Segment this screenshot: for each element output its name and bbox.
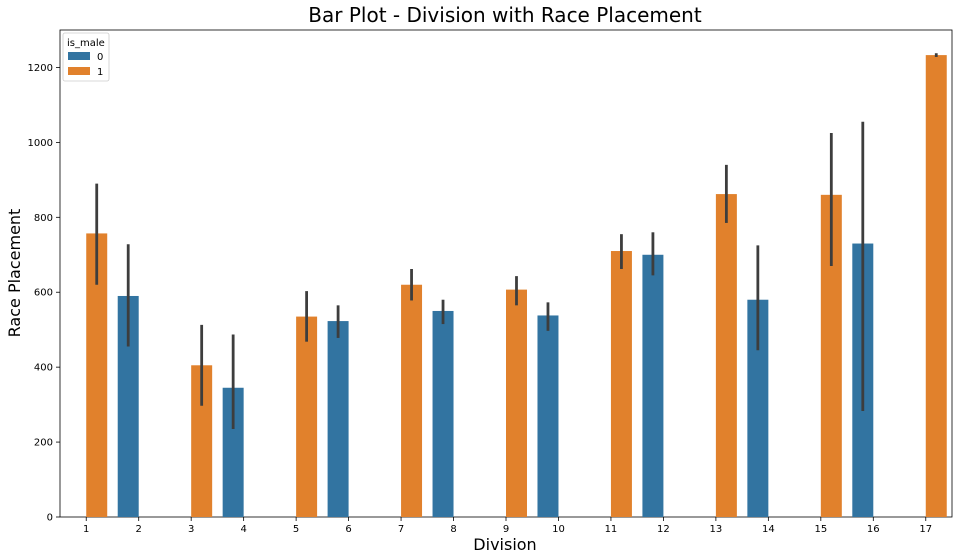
y-tick-label: 1200 xyxy=(28,63,53,74)
y-tick-label: 400 xyxy=(34,363,53,374)
x-tick-label: 8 xyxy=(450,524,456,535)
bar-series-1-division-5 xyxy=(296,316,318,517)
legend-label-0: 0 xyxy=(97,52,103,63)
bar-series-0-division-2 xyxy=(117,295,139,517)
y-tick-label: 600 xyxy=(34,288,53,299)
bar-series-1-division-11 xyxy=(610,251,632,517)
x-tick-label: 1 xyxy=(83,524,89,535)
y-axis-title: Race Placement xyxy=(5,209,24,338)
bar-series-1-division-7 xyxy=(401,284,423,517)
bar-series-0-division-8 xyxy=(432,310,454,517)
bar-series-0-division-14 xyxy=(747,299,769,517)
x-tick-label: 3 xyxy=(188,524,194,535)
x-tick-label: 9 xyxy=(503,524,509,535)
x-tick-label: 13 xyxy=(710,524,723,535)
x-tick-label: 10 xyxy=(552,524,565,535)
legend-label-1: 1 xyxy=(97,67,103,78)
x-tick-label: 5 xyxy=(293,524,299,535)
bar-series-0-division-4 xyxy=(222,387,244,517)
x-axis: 1 2 3 4 5 6 7 8 9 10 11 12 13 14 15 16 17 xyxy=(83,517,932,535)
bars-group xyxy=(86,55,947,518)
y-axis: 0 200 400 600 800 1000 1200 xyxy=(28,63,60,524)
y-tick-label: 200 xyxy=(34,438,53,449)
bar-series-0-division-10 xyxy=(537,315,559,517)
bar-series-1-division-15 xyxy=(820,194,842,518)
x-tick-label: 4 xyxy=(240,524,246,535)
x-tick-label: 2 xyxy=(136,524,142,535)
x-tick-label: 7 xyxy=(398,524,404,535)
x-tick-label: 16 xyxy=(867,524,880,535)
legend-title: is_male xyxy=(67,38,105,49)
bar-series-1-division-3 xyxy=(191,365,213,517)
bar-series-0-division-6 xyxy=(327,321,349,517)
bar-series-1-division-17 xyxy=(925,55,947,517)
y-tick-label: 1000 xyxy=(28,138,53,149)
bar-series-0-division-12 xyxy=(642,254,664,517)
bar-series-1-division-9 xyxy=(506,289,527,517)
x-tick-label: 6 xyxy=(345,524,351,535)
x-tick-label: 14 xyxy=(762,524,775,535)
bar-series-1-division-1 xyxy=(86,233,108,518)
legend-swatch-0 xyxy=(68,52,90,60)
x-tick-label: 11 xyxy=(605,524,618,535)
x-axis-title: Division xyxy=(473,535,536,554)
y-tick-label: 800 xyxy=(34,213,53,224)
chart-title: Bar Plot - Division with Race Placement xyxy=(308,3,702,27)
legend: is_male 0 1 xyxy=(62,32,110,82)
x-tick-label: 17 xyxy=(919,524,932,535)
legend-swatch-1 xyxy=(68,67,90,75)
x-tick-label: 12 xyxy=(657,524,670,535)
x-tick-label: 15 xyxy=(814,524,827,535)
bar-series-1-division-13 xyxy=(715,194,737,517)
error-bars-group xyxy=(95,53,938,429)
y-tick-label: 0 xyxy=(47,513,53,524)
